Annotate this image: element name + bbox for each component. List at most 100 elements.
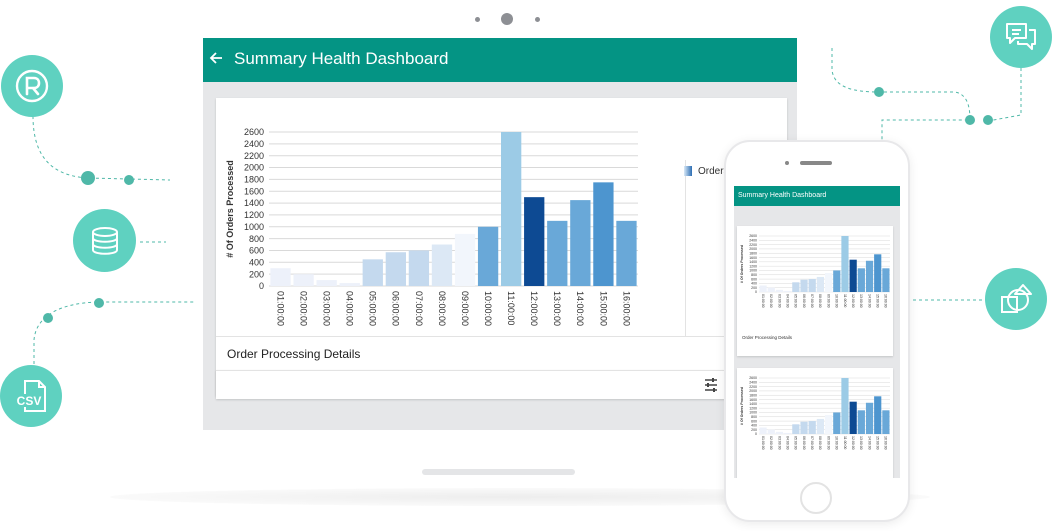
y-tick-label: 0 [755, 290, 757, 294]
y-tick-label: 1800 [749, 393, 757, 397]
x-tick-label: 06:00:00 [391, 291, 401, 326]
y-tick-label: 0 [259, 281, 264, 291]
y-tick-label: 1400 [749, 402, 757, 406]
bar [865, 402, 874, 434]
y-tick-label: 600 [751, 277, 757, 281]
x-tick-label: 06:00:00 [802, 294, 806, 308]
arrow-left-icon [209, 52, 222, 64]
bar [841, 236, 849, 292]
y-axis-title: # Of Orders Processed [225, 160, 235, 258]
details-toolbar [216, 370, 787, 399]
bar [316, 280, 337, 286]
bar [882, 268, 890, 292]
x-tick-label: 04:00:00 [785, 436, 789, 450]
chat-icon [1006, 23, 1036, 50]
back-button[interactable] [207, 47, 225, 69]
connector-dot [43, 313, 53, 323]
x-tick-label: 08:00:00 [818, 436, 822, 450]
phone-speaker [800, 161, 832, 165]
x-tick-label: 02:00:00 [298, 291, 308, 326]
mobile-phone: Summary Health Dashboard 0 200 400 600 800 10… [724, 140, 910, 522]
bar [362, 259, 383, 286]
x-tick-label: 09:00:00 [460, 291, 470, 326]
y-tick-label: 400 [249, 257, 264, 267]
x-tick-label: 11:00:00 [843, 294, 847, 307]
x-tick-label: 13:00:00 [859, 294, 863, 308]
x-tick-label: 15:00:00 [875, 294, 879, 308]
mobile-chart-card: 0 200 400 600 800 1000 1200 1400 1600 1800 2000 220… [737, 368, 893, 478]
y-tick-label: 1400 [244, 198, 264, 208]
bar [784, 432, 792, 434]
mobile-title: Summary Health Dashboard [738, 192, 827, 199]
bar [800, 279, 808, 292]
y-tick-label: 1800 [749, 251, 757, 255]
y-axis-title: # Of Orders Processed [740, 387, 744, 425]
bar [824, 273, 833, 292]
y-tick-label: 1600 [244, 186, 264, 196]
details-title: Order Processing Details [227, 347, 361, 361]
bar [385, 252, 406, 286]
bar [841, 378, 849, 434]
x-tick-label: 12:00:00 [851, 294, 855, 308]
y-tick-label: 1600 [749, 398, 757, 402]
bar [408, 250, 430, 286]
bar [882, 410, 890, 434]
y-tick-label: 2200 [244, 151, 264, 161]
x-tick-label: 07:00:00 [414, 291, 424, 326]
x-tick-label: 01:00:00 [275, 291, 285, 326]
y-tick-label: 2600 [749, 234, 757, 238]
r-language-circle[interactable] [1, 55, 63, 117]
x-tick-label: 07:00:00 [810, 294, 814, 308]
x-tick-label: 13:00:00 [552, 291, 562, 326]
bar [874, 254, 882, 292]
details-header[interactable]: Order Processing Details [216, 336, 787, 371]
bar [784, 290, 792, 292]
y-tick-label: 800 [751, 415, 757, 419]
bar [792, 424, 800, 434]
bar [865, 260, 874, 292]
x-tick-label: 04:00:00 [785, 294, 789, 308]
x-tick-label: 16:00:00 [621, 291, 631, 326]
y-axis-title: # Of Orders Processed [740, 245, 744, 283]
y-tick-label: 400 [751, 282, 757, 286]
database-circle[interactable] [73, 209, 136, 272]
app-bar: Summary Health Dashboard [203, 38, 797, 82]
bar [270, 268, 291, 286]
csv-circle[interactable]: CSV [0, 365, 62, 427]
desktop-monitor: Summary Health Dashboard 0 200 400 600 800 10… [203, 38, 797, 430]
bar [431, 244, 453, 286]
camera-lens [501, 13, 513, 25]
x-tick-label: 14:00:00 [867, 436, 871, 450]
y-tick-label: 2000 [749, 247, 757, 251]
tune-icon[interactable] [703, 377, 719, 393]
mobile-details-title: Order Processing Details [742, 335, 793, 340]
connector-dot [124, 175, 134, 185]
shapes-icon [1001, 284, 1032, 313]
y-tick-label: 600 [249, 246, 264, 256]
x-tick-label: 05:00:00 [794, 436, 798, 450]
x-tick-label: 03:00:00 [322, 291, 332, 326]
connector-dot [983, 115, 993, 125]
x-tick-label: 05:00:00 [794, 294, 798, 308]
x-tick-label: 12:00:00 [851, 436, 855, 450]
x-tick-label: 02:00:00 [769, 436, 773, 450]
bar [808, 279, 816, 292]
y-tick-label: 2600 [244, 127, 264, 137]
y-tick-label: 2200 [749, 385, 757, 389]
y-tick-label: 400 [751, 424, 757, 428]
legend-divider [685, 160, 686, 396]
x-tick-label: 16:00:00 [884, 436, 888, 450]
x-tick-label: 11:00:00 [506, 291, 516, 325]
mobile-bar-chart: 0200400600800100012001400160018002000220… [740, 234, 890, 308]
x-tick-label: 12:00:00 [529, 291, 539, 326]
chat-circle[interactable] [990, 6, 1052, 68]
bar [849, 401, 857, 434]
y-tick-label: 0 [755, 432, 757, 436]
x-tick-label: 15:00:00 [598, 291, 608, 326]
bar [833, 412, 841, 434]
y-tick-label: 2400 [749, 381, 757, 385]
bar [775, 289, 784, 292]
shapes-circle[interactable] [985, 268, 1047, 330]
home-button[interactable] [800, 482, 832, 514]
